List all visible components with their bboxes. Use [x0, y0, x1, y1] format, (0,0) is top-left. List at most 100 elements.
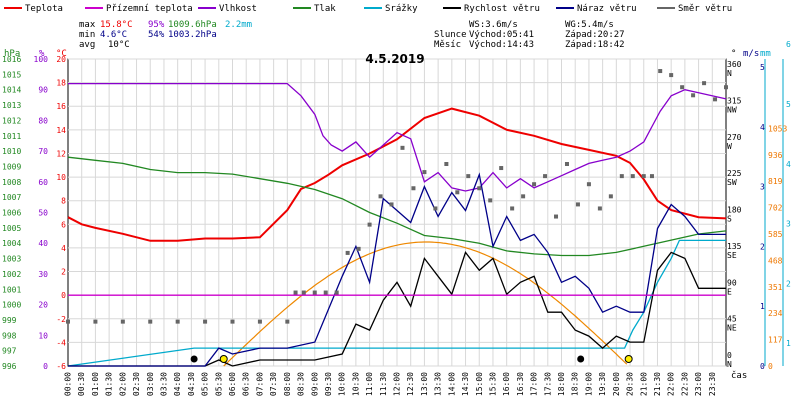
- humidity-tick-label: 50: [38, 209, 48, 218]
- wind-speed-tick-label: 5: [760, 63, 765, 72]
- wind-dir-point: [488, 198, 493, 203]
- solar-tick-label: 1053: [768, 124, 787, 133]
- wind-dir-point: [532, 182, 537, 187]
- pressure-tick-label: 1011: [2, 132, 21, 141]
- wind-speed-tick-label: 1: [760, 302, 765, 311]
- sun-elevation-curve: [223, 241, 628, 367]
- x-tick-label: 12:30: [406, 372, 415, 396]
- temp-tick-label: 0: [61, 291, 66, 300]
- unit-deg: °: [731, 49, 736, 59]
- legend-label: Teplota: [25, 4, 63, 14]
- wind-dir-point: [356, 246, 361, 251]
- legend-label: Směr větru: [678, 4, 732, 14]
- humidity-tick-label: 80: [38, 116, 48, 125]
- unit-hpa: hPa: [4, 49, 20, 59]
- wind-wg: WG:5.4m/s: [565, 20, 614, 30]
- pressure-tick-label: 1002: [2, 270, 21, 279]
- wind-dir-point: [586, 182, 591, 187]
- humidity-tick-label: 90: [38, 86, 48, 95]
- pressure-tick-label: 1012: [2, 116, 21, 125]
- solar-tick-label: 117: [768, 336, 783, 345]
- wind-dir-point: [455, 190, 460, 195]
- wind-dir-point: [658, 69, 663, 74]
- legend-label: Srážky: [385, 4, 418, 14]
- temp-tick-label: 10: [56, 173, 66, 182]
- wind-dir-point: [203, 319, 208, 324]
- pressure-tick-label: 1009: [2, 162, 21, 171]
- wind-dir-point: [597, 206, 602, 211]
- x-tick-label: 13:00: [420, 372, 429, 396]
- stat-avg-temp: 10°C: [108, 40, 130, 50]
- pressure-tick-label: 1013: [2, 101, 21, 110]
- humidity-tick-label: 10: [38, 331, 48, 340]
- unit-degc: °C: [56, 49, 67, 59]
- wind-dir-point: [323, 290, 328, 295]
- x-tick-label: 07:30: [269, 372, 278, 396]
- series: [66, 69, 728, 367]
- wind-dir-point: [510, 206, 515, 211]
- wind-dir-point: [433, 206, 438, 211]
- pressure-tick-label: 1005: [2, 224, 21, 233]
- pressure-tick-label: 1015: [2, 70, 21, 79]
- solar-tick-label: 351: [768, 283, 783, 292]
- x-tick-label: 20:00: [612, 372, 621, 396]
- x-tick-label: 08:00: [283, 372, 292, 396]
- x-tick-label: 22:30: [680, 372, 689, 396]
- wind-dir-compass-label: SW: [727, 178, 737, 187]
- humidity-tick-label: 0: [43, 362, 48, 371]
- stat-max-label: max: [79, 20, 96, 30]
- humidity-tick-label: 30: [38, 270, 48, 279]
- x-tick-label: 13:30: [434, 372, 443, 396]
- humidity-tick-label: 20: [38, 301, 48, 310]
- sunrise-marker: [219, 355, 228, 363]
- temp-tick-label: 2: [61, 268, 66, 277]
- sun-label: Slunce: [434, 30, 467, 40]
- wind-dir-point: [257, 319, 262, 324]
- rain-axis-tick-label: 6: [786, 40, 791, 49]
- grid: [68, 58, 726, 367]
- x-tick-label: 14:00: [447, 372, 456, 396]
- rain-axis-tick-label: 5: [786, 100, 791, 109]
- wind-dir-tick-label: 45: [727, 315, 737, 324]
- pressure-tick-label: 996: [2, 362, 17, 371]
- wind-dir-point: [669, 73, 674, 78]
- temp-tick-label: 18: [56, 79, 66, 88]
- wind-dir-point: [641, 174, 646, 179]
- x-tick-label: 08:30: [297, 372, 306, 396]
- wind-dir-point: [543, 174, 548, 179]
- wind-dir-compass-label: W: [727, 142, 732, 151]
- wind-dir-compass-label: NE: [727, 324, 737, 333]
- wind-dir-compass-label: N: [727, 360, 732, 369]
- wind-speed-tick-label: 3: [760, 183, 765, 192]
- wind-dir-point: [466, 174, 471, 179]
- x-tick-label: 05:30: [214, 372, 223, 396]
- x-tick-label: 02:30: [132, 372, 141, 396]
- wind-dir-point: [575, 202, 580, 207]
- x-tick-label: 05:00: [201, 372, 210, 396]
- x-tick-label: 18:30: [571, 372, 580, 396]
- x-tick-label: 03:30: [159, 372, 168, 396]
- legend-label: Tlak: [314, 4, 336, 14]
- wind-dir-point: [422, 170, 427, 175]
- wind-dir-point: [499, 166, 504, 171]
- x-tick-label: 15:30: [488, 372, 497, 396]
- chart-title: 4.5.2019: [365, 52, 424, 66]
- x-tick-label: 11:00: [365, 372, 374, 396]
- humidity-tick-label: 60: [38, 178, 48, 187]
- x-tick-label: 12:00: [393, 372, 402, 396]
- wind-speed-tick-label: 4: [760, 123, 765, 132]
- x-tick-label: 21:30: [653, 372, 662, 396]
- pressure-tick-label: 1000: [2, 301, 21, 310]
- x-tick-label: 01:00: [91, 372, 100, 396]
- wind-dir-point: [564, 162, 569, 166]
- wind-dir-point: [619, 174, 624, 179]
- legend-label: Vlhkost: [219, 4, 257, 14]
- pressure-tick-label: 1010: [2, 147, 21, 156]
- wind-dir-point: [334, 290, 339, 295]
- stat-min-hum: 54%: [148, 30, 165, 40]
- rain-axis-tick-label: 3: [786, 220, 791, 229]
- wind-dir-point: [293, 290, 298, 295]
- pressure-tick-label: 1007: [2, 193, 21, 202]
- wind-dir-point: [301, 290, 306, 295]
